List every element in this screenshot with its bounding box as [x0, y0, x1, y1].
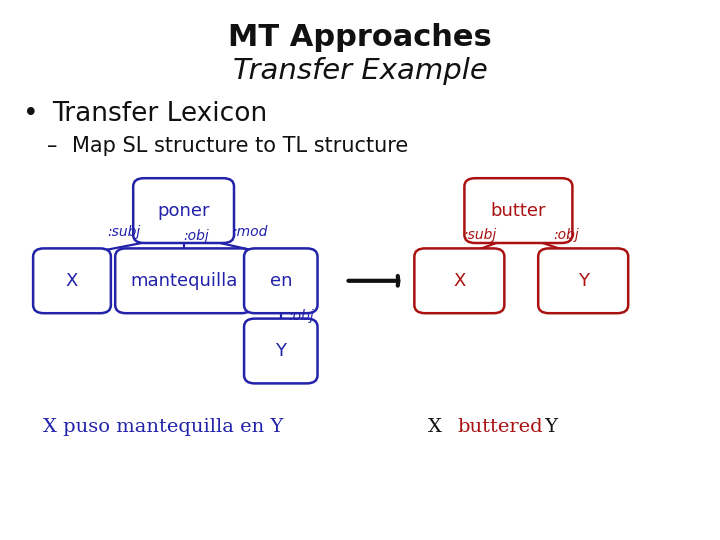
Text: X puso mantequilla en Y: X puso mantequilla en Y — [43, 417, 284, 436]
Text: poner: poner — [158, 201, 210, 220]
Text: Y: Y — [275, 342, 287, 360]
Text: en: en — [269, 272, 292, 290]
Text: –: – — [47, 136, 57, 156]
FancyBboxPatch shape — [33, 248, 111, 313]
FancyBboxPatch shape — [133, 178, 234, 243]
Text: butter: butter — [490, 201, 546, 220]
Text: X: X — [453, 272, 466, 290]
Text: :subj: :subj — [107, 225, 141, 239]
Text: MT Approaches: MT Approaches — [228, 23, 492, 52]
Text: mantequilla: mantequilla — [130, 272, 238, 290]
Text: X: X — [428, 417, 449, 436]
Text: X: X — [66, 272, 78, 290]
FancyBboxPatch shape — [415, 248, 504, 313]
Text: Transfer Lexicon: Transfer Lexicon — [52, 102, 267, 127]
Text: •: • — [23, 102, 39, 127]
Text: Map SL structure to TL structure: Map SL structure to TL structure — [72, 136, 408, 156]
Text: :obj: :obj — [184, 229, 210, 243]
FancyBboxPatch shape — [244, 248, 318, 313]
Text: Y: Y — [577, 272, 589, 290]
FancyBboxPatch shape — [244, 319, 318, 383]
Text: buttered: buttered — [457, 417, 543, 436]
Text: :subj: :subj — [464, 228, 497, 242]
Text: :obj: :obj — [288, 309, 314, 323]
Text: Y: Y — [539, 417, 558, 436]
FancyBboxPatch shape — [115, 248, 252, 313]
Text: Transfer Example: Transfer Example — [233, 57, 487, 85]
Text: :mod: :mod — [233, 225, 268, 239]
FancyBboxPatch shape — [464, 178, 572, 243]
Text: :obj: :obj — [554, 228, 580, 242]
FancyBboxPatch shape — [539, 248, 628, 313]
